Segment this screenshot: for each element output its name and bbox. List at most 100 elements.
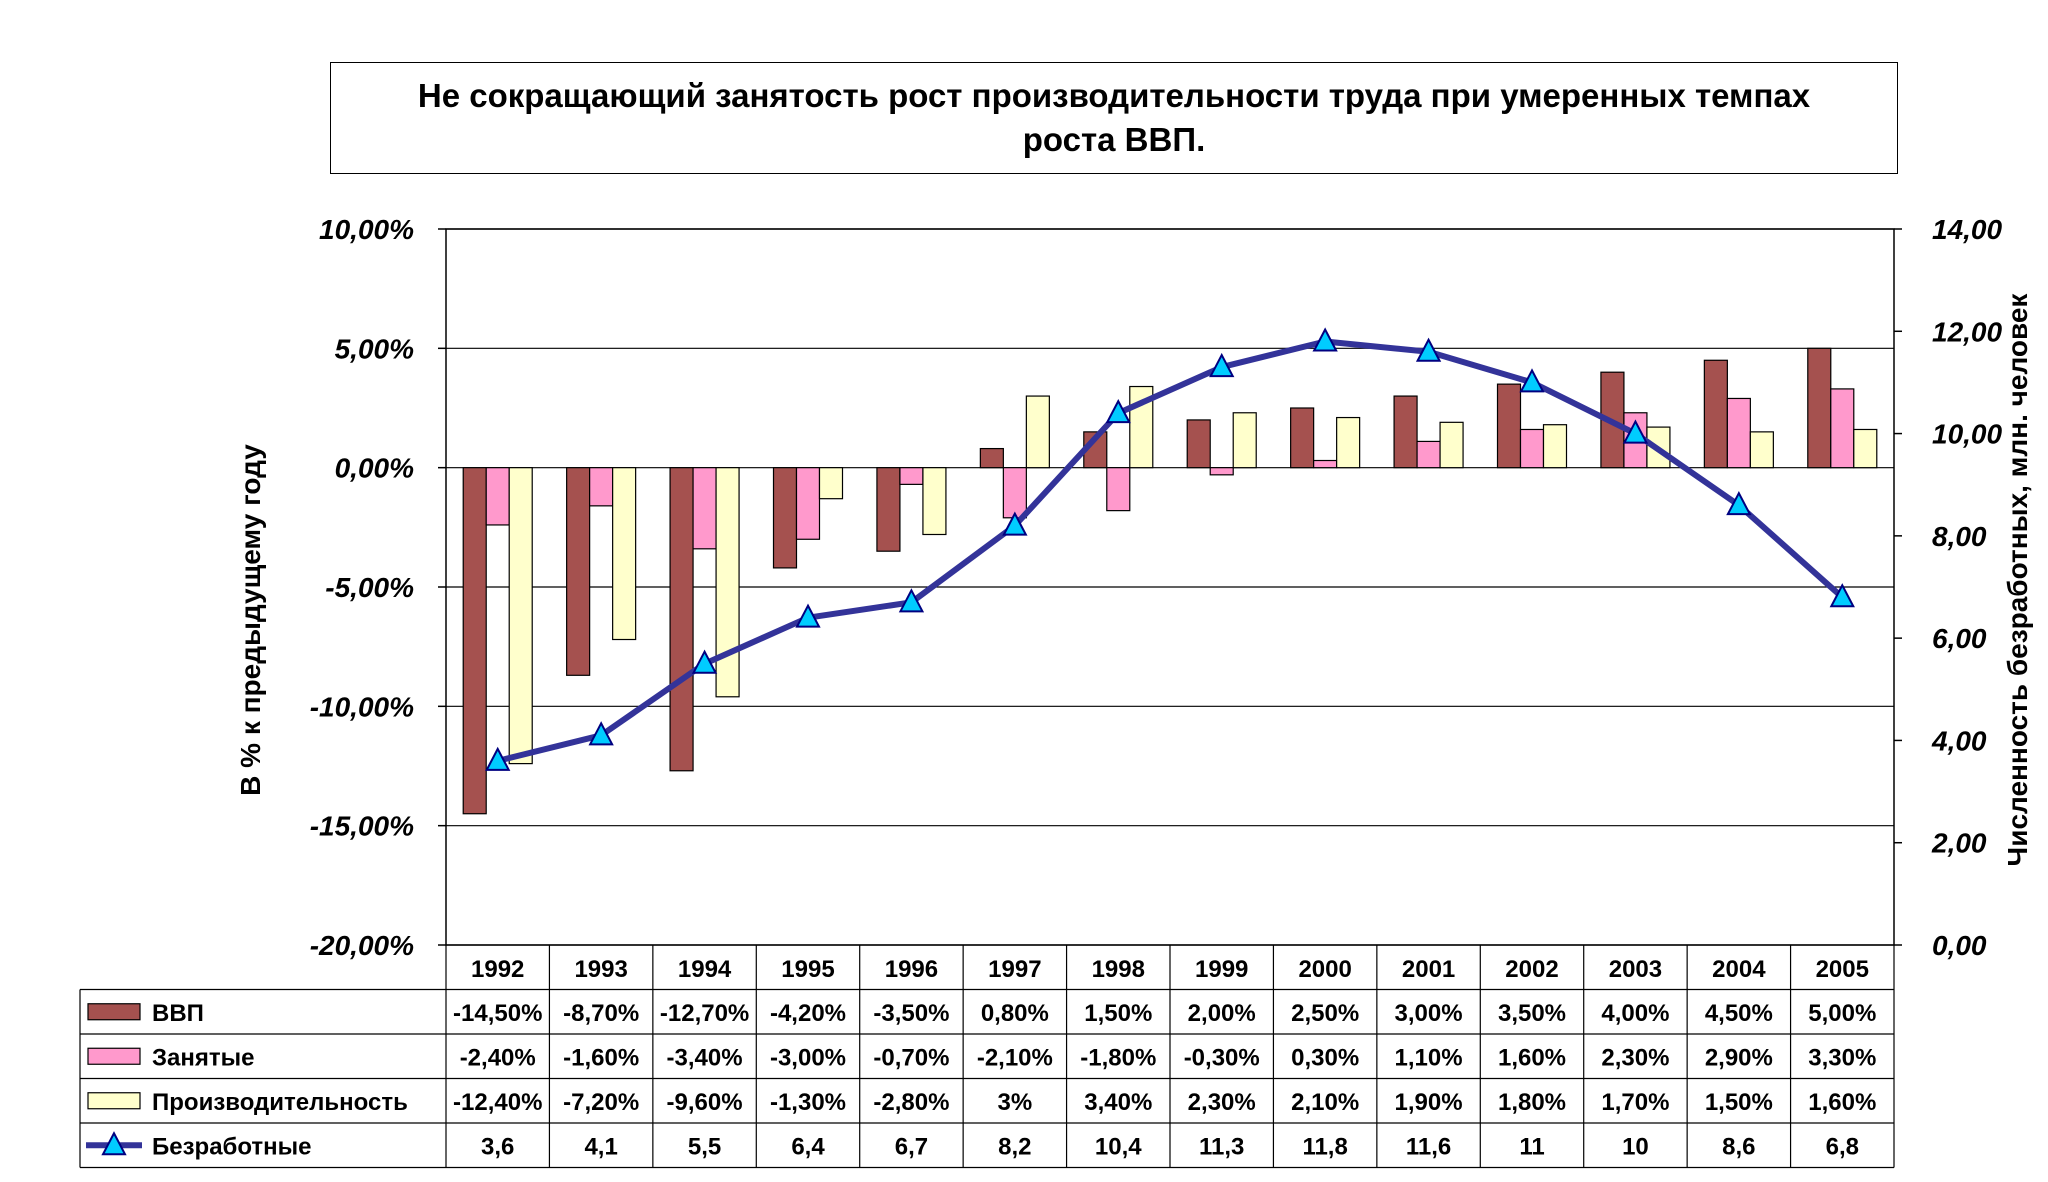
- employed-bar: [1726, 397, 1751, 469]
- gdp-bar: [1807, 347, 1832, 469]
- table-row-unemployed-cell: 11,6: [1406, 1133, 1451, 1160]
- productivity-bar: [922, 467, 947, 536]
- table-row-unemployed-cell: 11,3: [1199, 1133, 1244, 1160]
- category-label: 1992: [471, 956, 524, 983]
- unemployed-marker: [691, 649, 718, 674]
- employed-bar: [1106, 467, 1131, 512]
- table-row-gdp-cell: 2,00%: [1188, 1000, 1256, 1027]
- table-row-gdp-cell: 3,00%: [1395, 1000, 1463, 1027]
- table-row-unemployed-cell: 8,2: [998, 1133, 1031, 1160]
- table-row-gdp-cell: 0,80%: [981, 1000, 1049, 1027]
- table-row-unemployed-cell: 3,6: [481, 1133, 514, 1160]
- data-table: 1992 1993 1994 1995 1996 1997 1998 1999 2000 2001…: [79, 945, 1895, 1169]
- table-row-unemployed-cell: 11: [1519, 1133, 1544, 1160]
- table-row-unemployed-cell: 4,1: [584, 1133, 617, 1160]
- legend-label: Производительность: [152, 1089, 408, 1116]
- table-row-gdp-cell: -12,70%: [660, 1000, 749, 1027]
- table-row-unemployed-cell: 6,8: [1826, 1133, 1859, 1160]
- legend-marker: [101, 1131, 127, 1156]
- category-label: 2003: [1609, 956, 1662, 983]
- legend-label: ВВП: [152, 1000, 204, 1027]
- category-label: 1999: [1195, 956, 1248, 983]
- table-row-unemployed-cell: 6,7: [895, 1133, 928, 1160]
- productivity-bar: [1232, 412, 1257, 469]
- table-row-productivity-cell: 1,60%: [1808, 1089, 1876, 1116]
- legend-label: Занятые: [152, 1044, 254, 1071]
- table-row-employed-cell: -2,40%: [460, 1044, 536, 1071]
- y-tick-label: -10,00%: [310, 691, 414, 722]
- table-row-productivity-cell: 3%: [998, 1089, 1033, 1116]
- productivity-bar: [1439, 421, 1464, 469]
- table-row-unemployed-cell: 5,5: [688, 1133, 721, 1160]
- table-row-employed-cell: 0,30%: [1291, 1044, 1359, 1071]
- gdp-bar: [1393, 395, 1418, 469]
- y2-tick-label: 10,00: [1932, 419, 2002, 450]
- table-row-productivity-cell: 2,30%: [1188, 1089, 1256, 1116]
- bars: [462, 347, 1878, 815]
- employed-bar: [1209, 467, 1234, 476]
- category-label: 2002: [1505, 956, 1558, 983]
- axes: 10,00% 5,00% 0,00% -5,00% -10,00% -15,00% -20,…: [310, 214, 2003, 961]
- table-row-productivity-cell: 1,50%: [1705, 1089, 1773, 1116]
- productivity-bar: [715, 467, 740, 698]
- unemployed-marker: [1105, 398, 1131, 424]
- employed-bar: [1830, 388, 1855, 469]
- y-tick-label: -5,00%: [325, 572, 414, 603]
- y-tick-label: -20,00%: [310, 930, 414, 961]
- table-row-unemployed-cell: 6,4: [791, 1133, 825, 1160]
- unemployed-marker: [1726, 491, 1752, 516]
- table-row-gdp-cell: 3,50%: [1498, 1000, 1566, 1027]
- employed-bar: [589, 467, 614, 507]
- productivity-bar: [1542, 424, 1568, 469]
- gridlines: [446, 228, 1894, 946]
- y2-tick-label: 6,00: [1932, 623, 1987, 654]
- category-label: 2004: [1712, 956, 1766, 983]
- y2-tick-label: 12,00: [1932, 316, 2002, 347]
- unemployed-marker: [1209, 352, 1235, 378]
- productivity-bar: [818, 467, 844, 500]
- employed-bar: [1313, 459, 1338, 469]
- category-label: 1995: [781, 956, 834, 983]
- productivity-bar: [612, 467, 637, 641]
- gdp-bar: [979, 447, 1004, 469]
- chart-title-line-2: роста ВВП.: [1022, 121, 1206, 158]
- table-row-gdp-cell: -14,50%: [453, 1000, 542, 1027]
- table-row-gdp-cell: -4,20%: [770, 1000, 846, 1027]
- unemployed-marker: [898, 588, 925, 613]
- gdp-bar: [876, 467, 901, 552]
- gdp-bar: [1703, 359, 1728, 469]
- y2-tick-label: 0,00: [1932, 930, 1987, 961]
- table-row-employed-cell: 1,10%: [1395, 1044, 1463, 1071]
- gdp-bar: [462, 467, 487, 815]
- unemployed-marker: [1415, 337, 1442, 362]
- table-row-productivity-cell: -9,60%: [667, 1089, 743, 1116]
- productivity-bar: [508, 467, 533, 765]
- y-tick-label: -15,00%: [310, 811, 414, 842]
- table-row-productivity-cell: 1,80%: [1498, 1089, 1566, 1116]
- unemployed-marker: [795, 603, 821, 628]
- table-row-productivity-cell: 3,40%: [1084, 1089, 1152, 1116]
- table-row-employed-cell: -0,30%: [1184, 1044, 1260, 1071]
- table-row-productivity-cell: 2,10%: [1291, 1089, 1359, 1116]
- category-label: 1993: [574, 956, 627, 983]
- productivity-bar: [1336, 416, 1361, 469]
- legend-label: Безработные: [152, 1133, 312, 1160]
- employed-bar: [1416, 440, 1441, 469]
- unemployed-line: [485, 327, 1855, 771]
- table-row-gdp-cell: -3,50%: [873, 1000, 949, 1027]
- table-row-gdp-cell: 5,00%: [1808, 1000, 1876, 1027]
- y-tick-label: 10,00%: [319, 214, 414, 245]
- table-row-gdp-cell: 4,50%: [1705, 1000, 1773, 1027]
- table-row-employed-cell: -1,60%: [563, 1044, 639, 1071]
- table-row-employed-cell: 3,30%: [1808, 1044, 1876, 1071]
- y2-tick-label: 14,00: [1932, 214, 2002, 245]
- chart-title: Не сокращающий занятость рост производит…: [330, 62, 1898, 174]
- unemployed-marker: [588, 721, 614, 746]
- table-row-unemployed-cell: 8,6: [1722, 1133, 1755, 1160]
- employed-bar: [485, 467, 510, 526]
- table-row-employed-cell: -1,80%: [1080, 1044, 1156, 1071]
- unemployed-line-path: [496, 338, 1845, 764]
- y-tick-label: 5,00%: [335, 333, 414, 364]
- table-row-gdp-cell: 1,50%: [1084, 1000, 1152, 1027]
